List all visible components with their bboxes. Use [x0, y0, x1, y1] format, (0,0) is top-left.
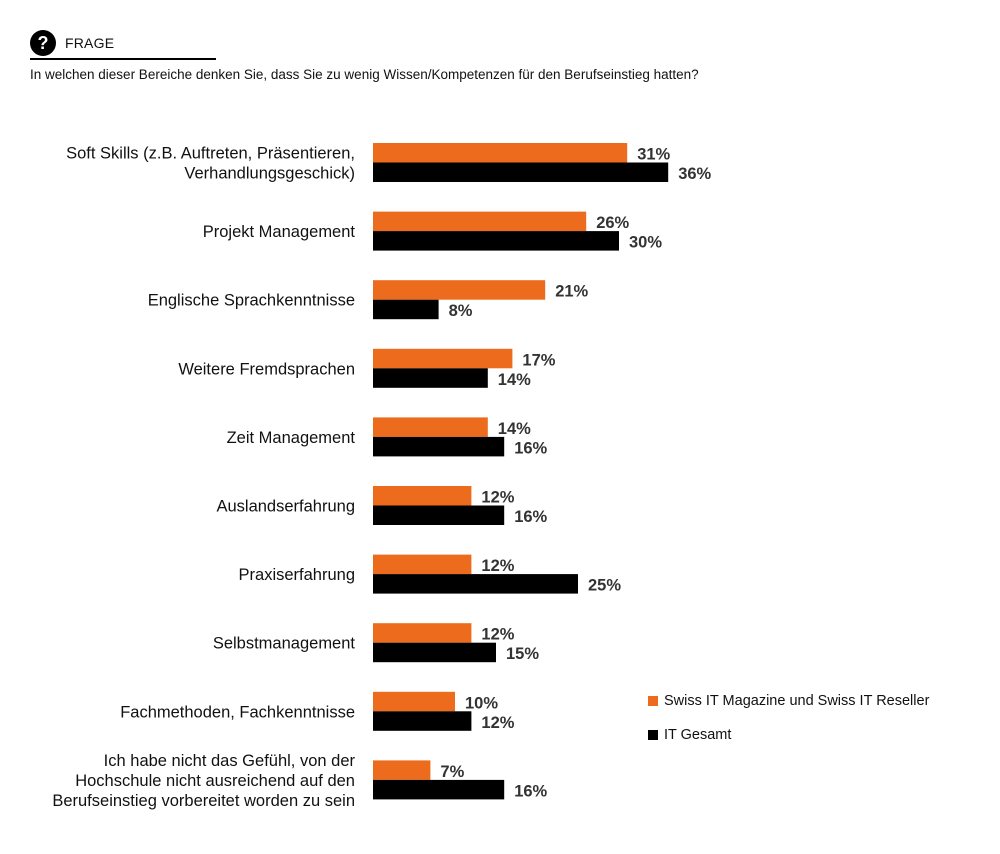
category-label: Ich habe nicht das Gefühl, von der Hochsc… — [52, 752, 355, 810]
bar-series-2 — [373, 436, 505, 457]
bar-series-2 — [373, 642, 496, 663]
legend: Swiss IT Magazine und Swiss IT Reseller … — [648, 692, 929, 760]
category-label: Praxiserfahrung — [239, 566, 355, 584]
question-text: In welchen dieser Bereiche denken Sie, d… — [30, 67, 699, 82]
bar-series-1 — [373, 143, 628, 163]
legend-item-series-2: IT Gesamt — [648, 726, 929, 744]
value-label-series-2: 30% — [629, 234, 662, 252]
bar-series-1 — [373, 691, 455, 712]
value-label-series-1: 31% — [637, 146, 670, 164]
legend-item-series-1: Swiss IT Magazine und Swiss IT Reseller — [648, 692, 929, 710]
category-label: Fachmethoden, Fachkenntnisse — [120, 703, 355, 721]
bar-series-2 — [373, 574, 578, 594]
value-label-series-2: 8% — [449, 302, 473, 320]
bar-series-1 — [373, 760, 431, 780]
frage-label: FRAGE — [65, 35, 115, 51]
legend-swatch-series-2 — [648, 730, 658, 740]
question-icon: ? — [30, 30, 56, 56]
svg-text:?: ? — [38, 33, 49, 53]
category-label: Soft Skills (z.B. Auftreten, Präsentiere… — [66, 145, 355, 183]
header-rule — [30, 58, 216, 60]
bar-series-2 — [373, 368, 488, 388]
value-label-series-2: 16% — [514, 508, 547, 526]
value-label-series-2: 16% — [514, 782, 547, 800]
value-label-series-1: 7% — [440, 763, 464, 781]
legend-label-series-2: IT Gesamt — [664, 727, 732, 743]
bar-series-1 — [373, 623, 472, 643]
value-label-series-1: 14% — [498, 420, 531, 438]
bar-series-2 — [373, 505, 505, 525]
value-label-series-2: 36% — [678, 165, 711, 183]
value-label-series-1: 10% — [465, 694, 498, 712]
value-label-series-2: 25% — [588, 577, 621, 595]
value-label-series-1: 12% — [481, 489, 514, 507]
bar-series-1 — [373, 280, 546, 300]
category-label: Projekt Management — [203, 223, 356, 241]
bar-series-2 — [373, 711, 472, 731]
bar-series-1 — [373, 417, 488, 437]
value-label-series-1: 21% — [555, 283, 588, 301]
bar-series-1 — [373, 211, 587, 232]
value-label-series-1: 26% — [596, 214, 629, 232]
value-label-series-1: 12% — [481, 557, 514, 575]
value-label-series-2: 15% — [506, 645, 539, 663]
bar-series-2 — [373, 779, 505, 800]
value-label-series-2: 14% — [498, 371, 531, 389]
legend-swatch-series-1 — [648, 696, 658, 706]
bar-series-1 — [373, 554, 472, 575]
bar-series-2 — [373, 231, 619, 251]
category-label: Selbstmanagement — [213, 635, 356, 653]
bar-series-1 — [373, 348, 513, 369]
category-label: Auslandserfahrung — [216, 498, 355, 516]
category-label: Zeit Management — [227, 429, 356, 447]
bar-series-2 — [373, 299, 439, 320]
legend-label-series-1: Swiss IT Magazine und Swiss IT Reseller — [664, 693, 930, 709]
value-label-series-2: 16% — [514, 439, 547, 457]
category-label: Englische Sprachkenntnisse — [148, 292, 355, 310]
value-label-series-2: 12% — [481, 714, 514, 732]
value-label-series-1: 17% — [522, 351, 555, 369]
bar-series-1 — [373, 486, 472, 506]
frage-header: ? FRAGE — [30, 30, 216, 60]
bar-series-2 — [373, 162, 669, 182]
value-label-series-1: 12% — [481, 626, 514, 644]
category-label: Weitere Fremdsprachen — [178, 360, 355, 378]
